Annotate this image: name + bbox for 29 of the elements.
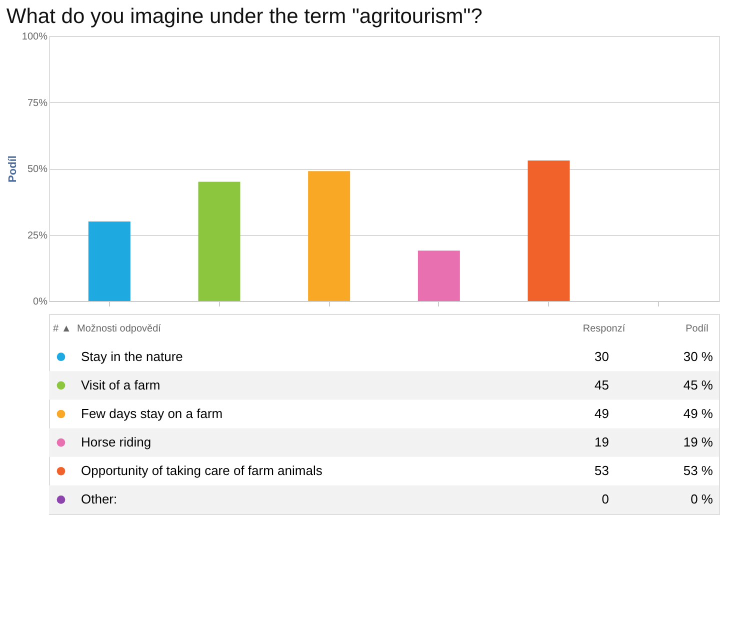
text: 0 % xyxy=(690,492,714,507)
text: Možnosti odpovědí xyxy=(77,323,162,334)
y-tick-label: 25% xyxy=(27,230,48,242)
y-tick-label: 0% xyxy=(33,296,48,308)
text: 53 % xyxy=(683,463,714,478)
y-tick-label: 100% xyxy=(22,32,48,42)
legend-label: Horse riding xyxy=(81,434,152,450)
y-tick-label: 50% xyxy=(27,164,48,175)
text: Responzí xyxy=(582,323,626,334)
text: Podíl xyxy=(686,323,708,334)
text: 53 xyxy=(594,463,609,478)
text: 30 xyxy=(594,348,609,364)
legend-label: Opportunity of taking care of farm animals xyxy=(81,463,323,478)
text: 49 xyxy=(594,406,609,421)
text: 30 % xyxy=(683,348,714,364)
text: # ▲ xyxy=(53,323,72,334)
text: 45 xyxy=(594,377,609,392)
legend-label: Few days stay on a farm xyxy=(81,406,223,421)
legend-label: Stay in the nature xyxy=(81,348,183,364)
text: 49 % xyxy=(683,406,714,421)
text: 0 xyxy=(602,492,609,507)
text: 45 % xyxy=(683,377,714,392)
text: 19 xyxy=(594,434,609,450)
text: 19 % xyxy=(683,434,714,450)
legend-label: Other: xyxy=(81,492,118,507)
legend-label: Visit of a farm xyxy=(81,377,160,392)
chart-title: What do you imagine under the term "agritourism"? xyxy=(6,5,482,28)
y-tick-label: 75% xyxy=(27,98,48,109)
y-axis-title: Podíl xyxy=(6,156,19,182)
